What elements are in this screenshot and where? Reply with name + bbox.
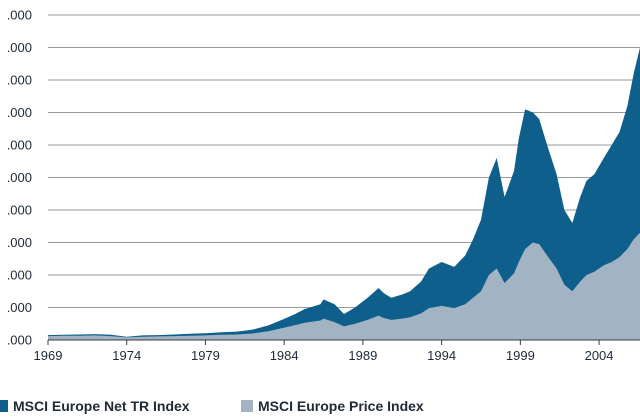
y-tick-label: .000 [7,235,32,250]
x-tick-label: 1989 [348,348,377,363]
x-tick-label: 1984 [270,348,299,363]
x-tick-label: 1999 [506,348,535,363]
legend-item-price: MSCI Europe Price Index [241,398,424,414]
x-tick-label: 1974 [112,348,141,363]
y-tick-label: .000 [7,138,32,153]
y-tick-label: .000 [7,300,32,315]
gridlines [48,14,640,308]
y-axis-tick-labels: .000 .000 .000 .000 .000 .000 .000 .000 .000 .000… [7,8,32,348]
legend-label-price: MSCI Europe Price Index [258,398,424,414]
x-tick-label: 1979 [191,348,220,363]
legend-item-net-tr: MSCI Europe Net TR Index [0,398,190,414]
legend-swatch-net-tr [0,400,8,412]
y-tick-label: .000 [7,8,32,23]
legend: MSCI Europe Net TR Index MSCI Europe Pri… [0,398,640,420]
legend-swatch-price [241,400,253,412]
area-series-price [48,232,640,340]
y-tick-label: .000 [7,170,32,185]
chart: .000 .000 .000 .000 .000 .000 .000 .000 .000 .000… [7,8,640,363]
y-tick-label: .000 [7,333,32,348]
x-axis-tick-labels: 1969 1974 1979 1984 1989 1994 1999 2004 [34,348,614,363]
axes [47,339,640,345]
x-tick-label: 2004 [585,348,614,363]
y-tick-label: .000 [7,40,32,55]
legend-label-net-tr: MSCI Europe Net TR Index [13,398,190,414]
y-tick-label: .000 [7,268,32,283]
x-tick-label: 1994 [427,348,456,363]
area-series-net-tr [48,47,640,340]
y-tick-label: .000 [7,203,32,218]
y-tick-label: .000 [7,105,32,120]
x-tick-label: 1969 [34,348,63,363]
plot-areas [48,47,640,340]
y-tick-label: .000 [7,73,32,88]
